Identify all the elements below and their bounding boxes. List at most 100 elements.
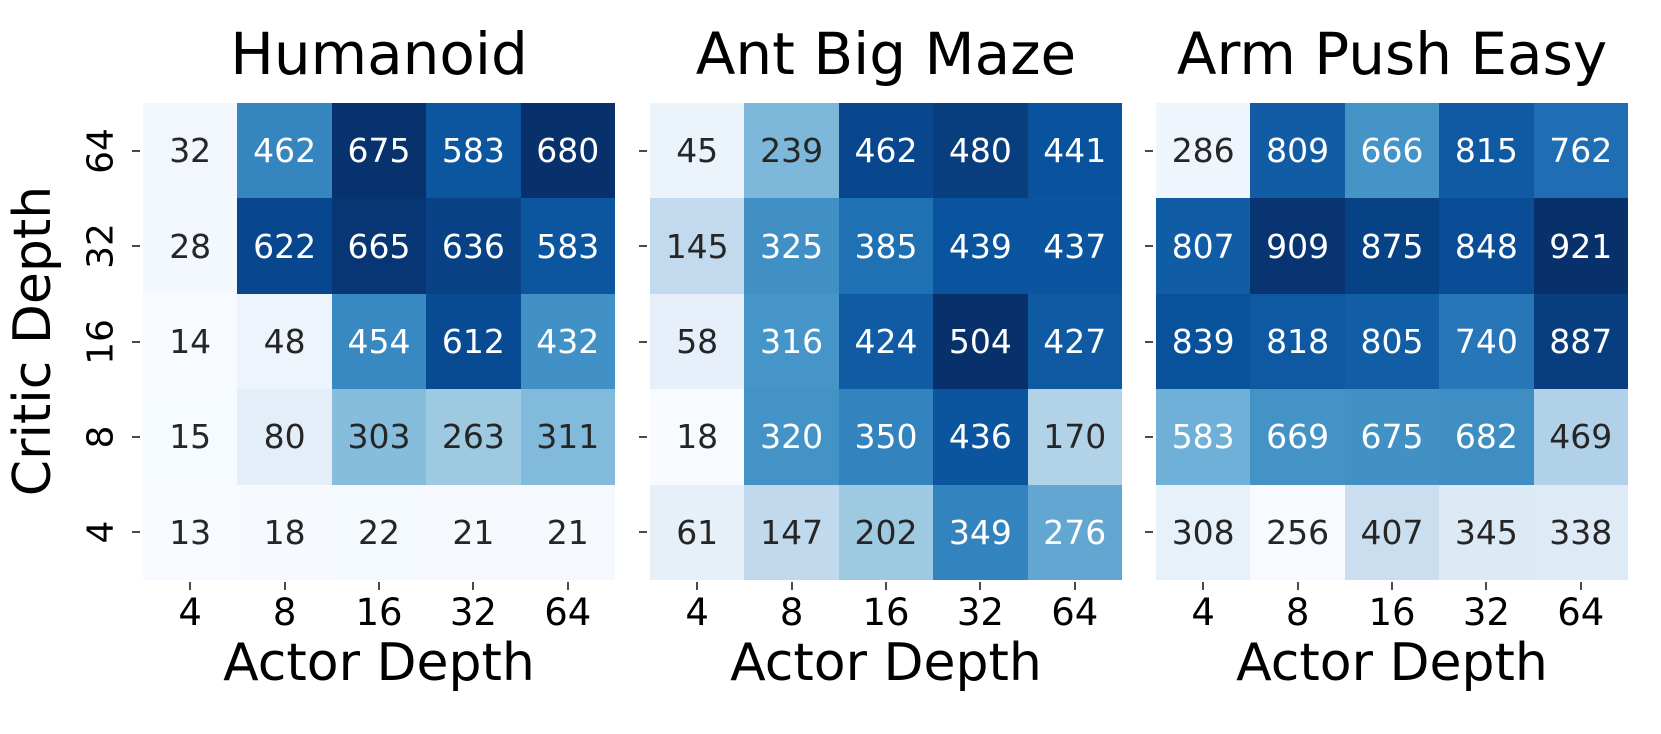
heatmap-cell: 21 (426, 484, 521, 580)
y-axis-label: Critic Depth (3, 185, 63, 497)
chart-title: Ant Big Maze (695, 20, 1077, 88)
y-tick-mark (132, 149, 140, 152)
x-tick-mark (790, 582, 793, 590)
chart-humanoid: Humanoid 32 462 675 583 680 28 622 665 636 583 14 4… (81, 0, 615, 734)
x-tick-mark (885, 582, 887, 590)
heatmap-cell: 22 (331, 484, 427, 580)
x-tick-mark (1073, 582, 1076, 590)
heatmap-cell: 454 (331, 293, 427, 390)
chart-title: Humanoid (230, 20, 528, 88)
heatmap-cell: 14 (143, 293, 238, 390)
y-tick-mark (1145, 245, 1153, 248)
heatmap-cell: 680 (520, 103, 615, 199)
heatmap-cell: 350 (838, 389, 934, 485)
heatmap-cell: 18 (650, 389, 745, 485)
x-tick-label: 16 (862, 591, 910, 634)
heatmap-cell: 427 (1027, 293, 1122, 390)
heatmap-cell: 432 (520, 293, 615, 390)
heatmap-cell: 325 (744, 198, 839, 294)
heatmap-cell: 583 (426, 103, 521, 199)
heatmap-cell: 666 (1344, 103, 1440, 199)
heatmap-cell: 320 (744, 389, 839, 485)
x-tick-label: 4 (1191, 591, 1215, 634)
heatmap-cell: 612 (426, 293, 521, 390)
heatmap-cell: 239 (744, 103, 839, 199)
heatmap-cell: 145 (650, 198, 745, 294)
heatmap-cell: 170 (1027, 389, 1122, 485)
x-tick-label: 64 (544, 591, 592, 634)
heatmap-cell: 436 (933, 389, 1028, 485)
heatmap-cell: 439 (933, 198, 1028, 294)
heatmap-cell: 583 (1156, 389, 1251, 485)
x-tick-mark (1579, 582, 1582, 590)
heatmap-cell: 875 (1344, 198, 1440, 294)
x-tick-label: 16 (355, 591, 403, 634)
x-tick-mark (979, 582, 982, 590)
x-tick-mark (378, 582, 380, 590)
y-tick-mark (1145, 340, 1153, 343)
x-tick-mark (189, 582, 192, 590)
heatmap-grid: 286 809 666 815 762 807 909 875 848 921 839 818 805 7… (1156, 103, 1628, 580)
heatmap-cell: 311 (520, 389, 615, 485)
heatmap-cell: 202 (838, 484, 934, 580)
heatmap-cell: 636 (426, 198, 521, 294)
heatmap-grid: 32 462 675 583 680 28 622 665 636 583 14 48 454 612 43… (143, 103, 615, 580)
x-tick-label: 4 (685, 591, 709, 634)
y-tick-label: 32 (80, 223, 122, 269)
heatmap-cell: 303 (331, 389, 427, 485)
x-tick-label: 64 (1557, 591, 1605, 634)
heatmap-cell: 504 (933, 293, 1028, 390)
y-tick-mark (132, 435, 140, 438)
heatmap-cell: 15 (143, 389, 238, 485)
heatmap-cell: 675 (331, 103, 427, 199)
heatmap-cell: 276 (1027, 484, 1122, 580)
heatmap-cell: 909 (1250, 198, 1345, 294)
heatmap-cell: 669 (1250, 389, 1345, 485)
y-tick-mark (1145, 531, 1153, 534)
heatmap-cell: 345 (1439, 484, 1534, 580)
heatmap-cell: 58 (650, 293, 745, 390)
heatmap-cell: 80 (237, 389, 332, 485)
heatmap-cell: 682 (1439, 389, 1534, 485)
y-tick-label: 64 (80, 127, 122, 174)
y-tick-mark (639, 435, 647, 438)
heatmap-cell: 338 (1533, 484, 1628, 580)
heatmap-cell: 147 (744, 484, 839, 580)
heatmap-cell: 385 (838, 198, 934, 294)
x-tick-label: 4 (178, 591, 202, 634)
x-tick-label: 32 (449, 591, 497, 634)
heatmap-cell: 349 (933, 484, 1028, 580)
y-tick-label: 16 (80, 318, 122, 365)
heatmap-cell: 848 (1439, 198, 1534, 294)
x-tick-mark (566, 582, 569, 590)
heatmap-cell: 21 (520, 484, 615, 580)
y-tick-mark (1145, 149, 1153, 152)
heatmap-cell: 815 (1439, 103, 1534, 199)
x-axis-label: Actor Depth (730, 633, 1042, 693)
x-tick-mark (1485, 582, 1488, 590)
y-tick-label: 8 (80, 425, 122, 449)
heatmap-cell: 469 (1533, 389, 1628, 485)
heatmap-cell: 263 (426, 389, 521, 485)
heatmap-cell: 437 (1027, 198, 1122, 294)
x-tick-label: 8 (272, 591, 297, 634)
heatmap-cell: 740 (1439, 293, 1534, 390)
heatmap-cell: 622 (237, 198, 332, 294)
heatmap-cell: 48 (237, 293, 332, 390)
heatmap-cell: 407 (1344, 484, 1440, 580)
y-tick-mark (639, 531, 647, 534)
x-tick-mark (696, 582, 699, 590)
y-tick-mark (639, 340, 647, 343)
y-tick-label: 4 (80, 520, 122, 544)
x-tick-label: 16 (1368, 591, 1416, 634)
heatmap-cell: 762 (1533, 103, 1628, 199)
heatmap-cell: 839 (1156, 293, 1251, 390)
heatmap-cell: 13 (143, 484, 238, 580)
heatmap-cell: 316 (744, 293, 839, 390)
y-tick-mark (639, 149, 647, 152)
heatmap-cell: 18 (237, 484, 332, 580)
heatmap-cell: 675 (1344, 389, 1440, 485)
x-tick-label: 32 (1462, 591, 1510, 634)
heatmap-cell: 665 (331, 198, 427, 294)
heatmap-cell: 805 (1344, 293, 1440, 390)
